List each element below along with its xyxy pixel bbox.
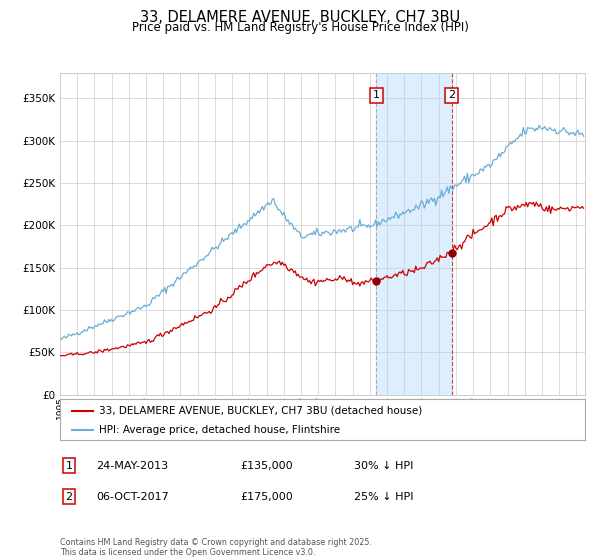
Text: HPI: Average price, detached house, Flintshire: HPI: Average price, detached house, Flin…: [100, 424, 341, 435]
Text: 2: 2: [65, 492, 73, 502]
Text: £135,000: £135,000: [240, 461, 293, 471]
Bar: [376, 73, 452, 395]
Text: 33, DELAMERE AVENUE, BUCKLEY, CH7 3BU: 33, DELAMERE AVENUE, BUCKLEY, CH7 3BU: [140, 10, 460, 25]
Text: 1: 1: [65, 461, 73, 471]
Text: £175,000: £175,000: [240, 492, 293, 502]
Text: Contains HM Land Registry data © Crown copyright and database right 2025.
This d: Contains HM Land Registry data © Crown c…: [60, 538, 372, 557]
Text: 33, DELAMERE AVENUE, BUCKLEY, CH7 3BU (detached house): 33, DELAMERE AVENUE, BUCKLEY, CH7 3BU (d…: [100, 405, 422, 416]
Text: 30% ↓ HPI: 30% ↓ HPI: [354, 461, 413, 471]
Text: 2: 2: [448, 90, 455, 100]
Text: 06-OCT-2017: 06-OCT-2017: [96, 492, 169, 502]
Text: 25% ↓ HPI: 25% ↓ HPI: [354, 492, 413, 502]
Text: 1: 1: [373, 90, 380, 100]
Text: 24-MAY-2013: 24-MAY-2013: [96, 461, 168, 471]
Text: Price paid vs. HM Land Registry's House Price Index (HPI): Price paid vs. HM Land Registry's House …: [131, 21, 469, 34]
